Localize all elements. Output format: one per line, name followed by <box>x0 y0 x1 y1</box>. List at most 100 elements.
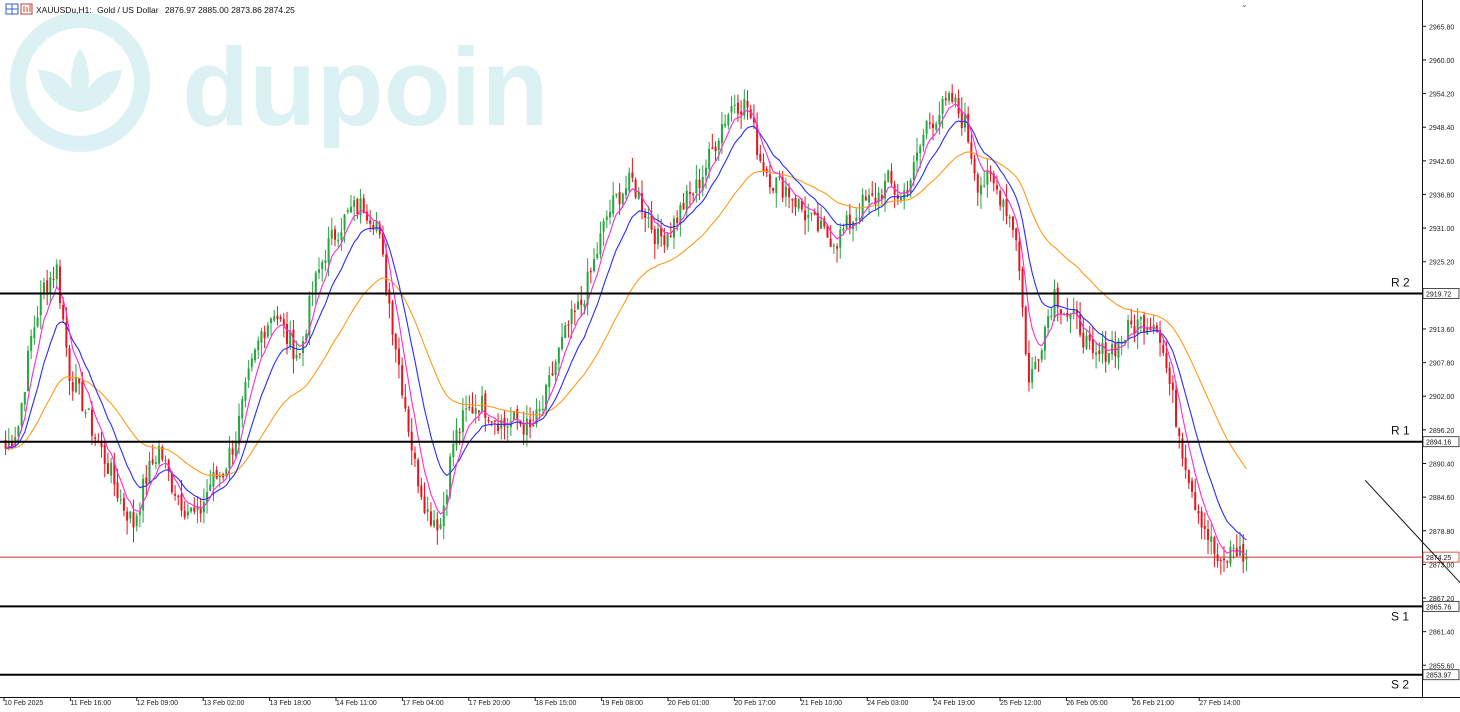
candle-body <box>260 331 263 343</box>
candle-body <box>1085 335 1088 349</box>
candle-body <box>1008 216 1011 219</box>
candle-body <box>317 269 320 273</box>
candle-body <box>858 217 861 219</box>
candle-body <box>1021 269 1024 308</box>
candle-body <box>570 308 573 325</box>
candle-body <box>711 147 714 149</box>
candle-body <box>52 278 55 281</box>
candle-body <box>932 123 935 128</box>
candle-body <box>206 492 209 503</box>
plot-area[interactable] <box>3 25 1426 701</box>
price-tick-label: 2855.60 <box>1429 663 1454 670</box>
candle-body <box>545 384 548 410</box>
candle-body <box>973 158 976 174</box>
candle-body <box>663 235 666 246</box>
price-tick-label: 2931.00 <box>1429 226 1454 233</box>
candle-body <box>458 431 461 433</box>
candle-body <box>1047 316 1050 329</box>
candle-body <box>967 113 970 143</box>
candle-body <box>1127 320 1130 340</box>
candle-body <box>916 152 919 161</box>
price-tick-label: 2913.60 <box>1429 327 1454 334</box>
candle-body <box>628 172 631 191</box>
time-axis: 10 Feb 2025 11 Feb 16:00 12 Feb 09:00 13 Fe… <box>4 700 1241 707</box>
candle-body <box>183 510 186 518</box>
candle-body <box>1223 558 1226 561</box>
candle-body <box>196 506 199 511</box>
candle-body <box>238 415 241 445</box>
candle-body <box>487 419 490 422</box>
candle-body <box>861 194 864 217</box>
time-tick-label: 20 Feb 17:00 <box>734 700 775 707</box>
candle-body <box>461 410 464 433</box>
candle-body <box>871 193 874 196</box>
candle-body <box>599 233 602 255</box>
candle-body <box>445 495 448 505</box>
candle-body <box>391 301 394 335</box>
candle-body <box>791 199 794 201</box>
candle-body <box>717 140 720 151</box>
level-price-tag <box>1422 288 1460 299</box>
candle-body <box>736 102 739 114</box>
candle-body <box>289 331 292 346</box>
candle-body <box>1075 309 1078 315</box>
candle-body <box>292 329 295 359</box>
candle-body <box>935 123 938 130</box>
candle-body <box>1197 511 1200 514</box>
candle-body <box>209 484 212 492</box>
price-tick-label: 2890.40 <box>1429 461 1454 468</box>
time-tick-label: 21 Feb 10:00 <box>801 700 842 707</box>
candle-body <box>39 292 42 316</box>
candle-body <box>1123 340 1126 342</box>
price-tick-label: 2867.20 <box>1429 596 1454 603</box>
candle-body <box>1213 537 1216 554</box>
candle-body <box>816 213 819 231</box>
candle-body <box>493 420 496 422</box>
price-axis: 2965.80 2960.00 2954.20 2948.40 2942.60 2936.… <box>1429 24 1454 670</box>
candle-body <box>33 327 36 339</box>
candle-body <box>541 408 544 411</box>
candle-body <box>852 221 855 229</box>
candle-body <box>55 264 58 280</box>
candle-body <box>999 191 1002 206</box>
price-tick-label: 2942.60 <box>1429 159 1454 166</box>
level-name-label: S 2 <box>1391 678 1409 692</box>
candle-body <box>218 475 221 478</box>
candle-body <box>954 97 957 103</box>
chevron-down-icon[interactable]: ⌄ <box>1241 0 1248 9</box>
candle-body <box>1146 327 1149 335</box>
candle-body <box>1194 492 1197 511</box>
candle-body <box>890 171 893 184</box>
candle-body <box>1005 199 1008 217</box>
candle-body <box>241 399 244 419</box>
candle-body <box>919 146 922 154</box>
candle-body <box>1015 228 1018 241</box>
candle-body <box>423 496 426 513</box>
candle-body <box>164 459 167 462</box>
candle-body <box>900 197 903 201</box>
time-tick-label: 19 Feb 08:00 <box>602 700 643 707</box>
level-name-label: R 2 <box>1391 276 1410 290</box>
candle-body <box>596 253 599 258</box>
candle-body <box>868 194 871 203</box>
candle-body <box>1168 367 1171 384</box>
candle-body <box>17 426 20 437</box>
candle-body <box>234 442 237 457</box>
candle-body <box>474 408 477 414</box>
candle-body <box>1053 288 1056 318</box>
candle-body <box>829 238 832 247</box>
candle-body <box>1162 344 1165 353</box>
candle-body <box>1120 342 1123 345</box>
candle-body <box>941 98 944 114</box>
candle-body <box>820 220 823 229</box>
candle-body <box>10 441 13 447</box>
candle-body <box>775 177 778 193</box>
candle-body <box>302 341 305 354</box>
candle-body <box>343 214 346 231</box>
price-tick-label: 2878.80 <box>1429 529 1454 536</box>
candle-body <box>158 445 161 464</box>
candle-body <box>138 510 141 515</box>
candle-body <box>71 382 74 392</box>
candle-body <box>1159 330 1162 343</box>
